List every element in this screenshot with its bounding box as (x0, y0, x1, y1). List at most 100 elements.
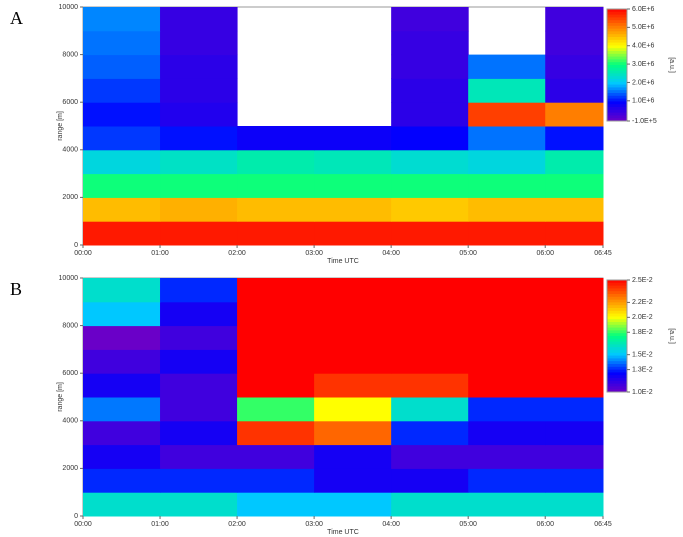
heat-cell (314, 445, 392, 469)
x-tick-label: 01:00 (151, 250, 169, 257)
heat-cell (83, 278, 161, 302)
panel-label: A (10, 8, 23, 28)
figure: A020004000600080001000000:0001:0002:0003… (0, 0, 683, 537)
colorbar-tick-label: 4.0E+6 (632, 43, 654, 50)
heat-cell (314, 302, 392, 326)
y-tick-label: 6000 (62, 370, 78, 377)
heat-cell (314, 326, 392, 350)
heat-cell (391, 492, 469, 516)
heat-cell (545, 278, 603, 302)
heat-cell (468, 397, 546, 421)
heat-cell (391, 126, 469, 150)
heat-cell (468, 302, 546, 326)
x-tick-label: 00:00 (74, 521, 92, 528)
heat-cell (468, 373, 546, 397)
heat-cell (314, 150, 392, 174)
colorbar-tick-label: 2.5E-2 (632, 277, 653, 284)
heat-cell (160, 174, 238, 198)
colorbar-title: [a.u.] (668, 57, 675, 73)
colorbar-tick-label: 2.2E-2 (632, 299, 653, 306)
heat-cell (545, 373, 603, 397)
x-axis-title: Time UTC (327, 529, 359, 536)
heat-cell (545, 55, 603, 79)
heat-cell (160, 221, 238, 245)
heat-cell (83, 349, 161, 373)
x-tick-label: 03:00 (305, 521, 323, 528)
heat-cell (545, 221, 603, 245)
colorbar-tick-label: 2.0E-2 (632, 314, 653, 321)
heat-cell (468, 221, 546, 245)
heat-cell (468, 492, 546, 516)
heat-cell (237, 278, 315, 302)
heat-cell (160, 302, 238, 326)
heat-cell (83, 7, 161, 31)
x-tick-label: 03:00 (305, 250, 323, 257)
heat-cell (468, 349, 546, 373)
heat-cell (83, 421, 161, 445)
heat-cell (83, 174, 161, 198)
heat-cell (391, 150, 469, 174)
heat-cell (391, 31, 469, 55)
heat-cell (237, 302, 315, 326)
heat-cell (314, 421, 392, 445)
heat-cell (391, 78, 469, 102)
x-tick-label: 00:00 (74, 250, 92, 257)
colorbar-tick-label: 1.3E-2 (632, 366, 653, 373)
heat-cell (314, 397, 392, 421)
heat-cell (160, 445, 238, 469)
heat-cell (545, 197, 603, 221)
x-tick-label: 06:45 (594, 521, 612, 528)
heat-cell (545, 126, 603, 150)
x-tick-label: 04:00 (382, 521, 400, 528)
x-tick-label: 02:00 (228, 521, 246, 528)
heat-cell (83, 102, 161, 126)
heat-cell (314, 126, 392, 150)
heat-cell (468, 55, 546, 79)
heat-cell (391, 373, 469, 397)
heat-cell (314, 492, 392, 516)
heat-cell (160, 150, 238, 174)
heat-cell (391, 197, 469, 221)
heat-cell (314, 221, 392, 245)
heat-cell (160, 126, 238, 150)
heat-cell (237, 221, 315, 245)
heat-cell (83, 55, 161, 79)
heat-cell (391, 302, 469, 326)
heat-cell (160, 373, 238, 397)
heat-cell (545, 78, 603, 102)
heat-cell (391, 468, 469, 492)
y-tick-label: 8000 (62, 51, 78, 58)
x-tick-label: 02:00 (228, 250, 246, 257)
heat-cell (237, 349, 315, 373)
y-tick-label: 0 (74, 242, 78, 249)
heat-cell (314, 468, 392, 492)
heat-cell (391, 349, 469, 373)
y-tick-label: 8000 (62, 322, 78, 329)
heat-cell (468, 197, 546, 221)
x-axis-title: Time UTC (327, 258, 359, 265)
heat-cell (314, 373, 392, 397)
heat-cell (391, 397, 469, 421)
heat-cell (545, 174, 603, 198)
heat-cell (237, 197, 315, 221)
y-tick-label: 2000 (62, 194, 78, 201)
heat-cell (314, 174, 392, 198)
heat-cell (545, 102, 603, 126)
panel-label: B (10, 279, 22, 299)
heat-cell (83, 492, 161, 516)
y-tick-label: 6000 (62, 99, 78, 106)
heat-cell (391, 174, 469, 198)
y-axis-title: range [m] (57, 382, 64, 412)
heat-cell (314, 197, 392, 221)
colorbar-tick-label: 1.8E-2 (632, 329, 653, 336)
heat-cell (83, 373, 161, 397)
heat-cell (160, 421, 238, 445)
heat-cell (468, 150, 546, 174)
y-tick-label: 0 (74, 513, 78, 520)
x-tick-label: 01:00 (151, 521, 169, 528)
heat-cell (160, 278, 238, 302)
heat-cell (160, 326, 238, 350)
heat-cell (160, 397, 238, 421)
heat-cell (391, 221, 469, 245)
y-tick-label: 10000 (59, 275, 79, 282)
